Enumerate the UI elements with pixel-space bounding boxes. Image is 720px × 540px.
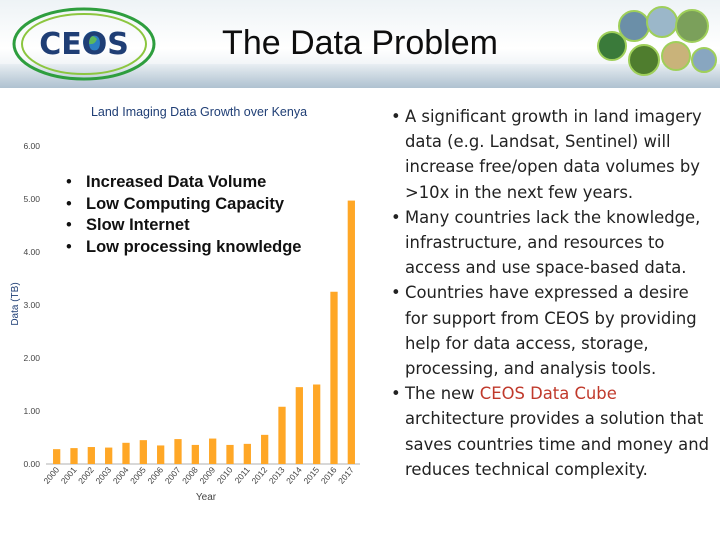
- y-tick-label: 0.00: [23, 459, 40, 469]
- x-tick-label: 2014: [284, 465, 304, 486]
- chart-title: Land Imaging Data Growth over Kenya: [91, 105, 307, 119]
- overlay-bullet-item: Low processing knowledge: [64, 237, 326, 259]
- right-bullet-item: Countries have expressed a desire for su…: [390, 280, 716, 381]
- y-tick-label: 2.00: [23, 353, 40, 363]
- ceos-data-cube-highlight: CEOS Data Cube: [479, 384, 617, 404]
- overlay-bullet-item: Increased Data Volume: [64, 172, 326, 194]
- bar-2013: [278, 406, 286, 464]
- x-tick-label: 2003: [93, 465, 113, 486]
- bar-2000: [53, 449, 61, 464]
- x-tick-label: 2017: [336, 465, 356, 486]
- bar-2016: [330, 291, 338, 464]
- bar-2012: [261, 434, 269, 464]
- x-tick-label: 2005: [128, 465, 148, 486]
- bar-2009: [209, 438, 217, 464]
- x-tick-label: 2007: [163, 465, 183, 486]
- right-bullet-item: A significant growth in land imagery dat…: [390, 104, 716, 205]
- bar-2005: [139, 440, 147, 464]
- x-tick-label: 2006: [145, 465, 165, 486]
- x-tick-label: 2015: [301, 465, 321, 486]
- bar-2015: [313, 384, 321, 464]
- x-tick-label: 2001: [59, 465, 79, 486]
- y-axis-label: Data (TB): [10, 282, 21, 325]
- x-tick-label: 2008: [180, 465, 200, 486]
- earth-observation-images: [597, 6, 717, 76]
- x-tick-label: 2016: [319, 465, 339, 486]
- chart-overlay-bullets: Increased Data VolumeLow Computing Capac…: [64, 172, 326, 258]
- x-axis-label: Year: [196, 492, 217, 503]
- y-tick-label: 4.00: [23, 247, 40, 257]
- bar-2014: [295, 387, 303, 464]
- x-tick-labels: 2000200120022003200420052006200720082009…: [41, 465, 356, 486]
- bar-2001: [70, 448, 78, 464]
- x-tick-label: 2011: [232, 465, 252, 486]
- right-bullet-list: A significant growth in land imagery dat…: [390, 104, 716, 482]
- x-tick-label: 2002: [76, 465, 96, 486]
- slide-title: The Data Problem: [222, 24, 498, 62]
- bar-2003: [105, 447, 113, 464]
- y-tick-label: 1.00: [23, 406, 40, 416]
- data-growth-chart: Land Imaging Data Growth over Kenya Data…: [10, 105, 360, 503]
- overlay-bullet-item: Slow Internet: [64, 215, 326, 237]
- bar-2002: [87, 447, 95, 464]
- x-tick-label: 2010: [215, 465, 235, 486]
- y-tick-label: 3.00: [23, 300, 40, 310]
- x-tick-label: 2012: [249, 465, 269, 486]
- bar-series: [53, 200, 355, 464]
- logo-text: CEOS: [39, 27, 129, 62]
- overlay-bullet-item: Low Computing Capacity: [64, 194, 326, 216]
- bar-2008: [191, 444, 199, 464]
- ceos-logo: CEOS: [12, 7, 156, 81]
- bar-2010: [226, 444, 234, 464]
- y-tick-label: 5.00: [23, 194, 40, 204]
- bullet-text: architecture provides a solution that sa…: [405, 409, 709, 479]
- x-tick-label: 2013: [267, 465, 287, 486]
- bar-2006: [157, 445, 165, 464]
- bar-2007: [174, 439, 182, 464]
- slide-header: CEOS The Data Problem: [0, 0, 720, 88]
- x-tick-label: 2009: [197, 465, 217, 486]
- right-bullet-item: Many countries lack the knowledge, infra…: [390, 205, 716, 281]
- x-tick-label: 2004: [111, 465, 131, 486]
- bar-2004: [122, 442, 130, 464]
- bullet-text: The new: [405, 384, 480, 404]
- y-tick-labels: 0.00 1.00 2.00 3.00 4.00 5.00 6.00: [23, 141, 40, 469]
- bar-2011: [243, 443, 251, 464]
- bar-2017: [347, 200, 355, 464]
- x-tick-label: 2000: [41, 465, 61, 486]
- y-tick-label: 6.00: [23, 141, 40, 151]
- right-bullet-item: The new CEOS Data Cube architecture prov…: [390, 381, 716, 482]
